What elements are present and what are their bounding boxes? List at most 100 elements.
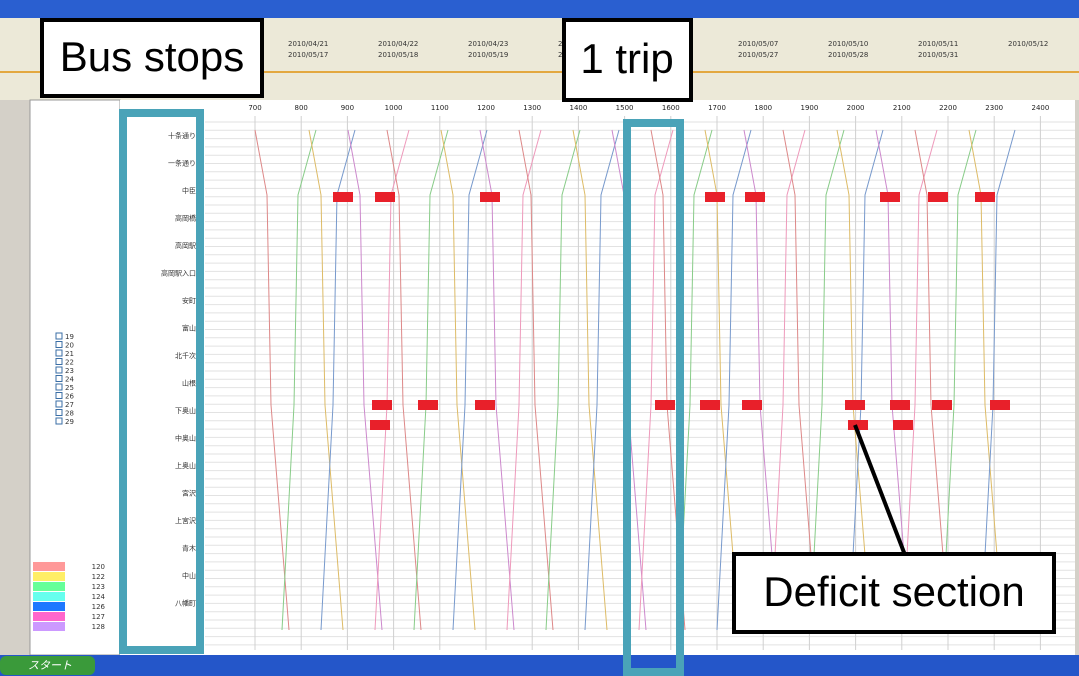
screenshot: 2010/04/212010/04/222010/04/232010/04/26… — [0, 0, 1079, 676]
stop-label: 上奥山 — [175, 461, 196, 470]
title-bar — [0, 0, 1079, 18]
date-label: 2010/05/31 — [918, 51, 958, 59]
route-swatch — [33, 622, 65, 631]
stop-label: 十条通り — [168, 131, 196, 140]
check-label: 27 — [65, 401, 74, 409]
check-label: 22 — [65, 359, 74, 367]
date-label: 2010/05/07 — [738, 40, 778, 48]
time-label: 1500 — [616, 104, 634, 112]
stop-label: 中奥山 — [175, 434, 196, 443]
checkbox — [56, 376, 62, 382]
callout-text: Bus stops — [60, 33, 244, 80]
checkbox — [56, 410, 62, 416]
left-panel — [30, 100, 120, 655]
route-label: 124 — [92, 593, 106, 601]
time-label: 800 — [295, 104, 308, 112]
route-label: 127 — [92, 613, 105, 621]
checkbox — [56, 401, 62, 407]
stop-label: 宮沢 — [182, 489, 196, 498]
time-label: 1100 — [431, 104, 449, 112]
deficit-marker — [742, 400, 762, 410]
time-label: 2400 — [1031, 104, 1049, 112]
check-label: 29 — [65, 418, 74, 426]
page: {"callouts": {"bus_stops": "Bus stops", … — [0, 0, 1079, 676]
stop-label: 高岡駅入口 — [161, 269, 196, 278]
route-swatch — [33, 602, 65, 611]
checkbox — [56, 342, 62, 348]
route-swatch — [33, 572, 65, 581]
route-label: 128 — [92, 623, 105, 631]
time-label: 1900 — [800, 104, 818, 112]
stop-label: 下奥山 — [175, 406, 196, 415]
route-label: 123 — [92, 583, 105, 591]
deficit-marker — [932, 400, 952, 410]
check-label: 19 — [65, 333, 74, 341]
checkbox — [56, 384, 62, 390]
stop-label: 上宮沢 — [175, 516, 196, 525]
stop-label: 中臣 — [182, 186, 196, 195]
time-label: 700 — [248, 104, 261, 112]
deficit-marker — [975, 192, 995, 202]
time-label: 1600 — [662, 104, 680, 112]
checkbox — [56, 333, 62, 339]
time-label: 2300 — [985, 104, 1003, 112]
time-label: 1300 — [523, 104, 541, 112]
check-label: 25 — [65, 384, 74, 392]
date-label: 2010/05/11 — [918, 40, 958, 48]
stop-label: 青木 — [182, 544, 196, 553]
check-label: 21 — [65, 350, 74, 358]
stop-label: 八幡町 — [175, 599, 196, 608]
date-label: 2010/04/21 — [288, 40, 328, 48]
deficit-marker — [655, 400, 675, 410]
start-label: スタート — [28, 659, 72, 672]
deficit-marker — [370, 420, 390, 430]
date-label: 2010/05/27 — [738, 51, 778, 59]
deficit-marker — [990, 400, 1010, 410]
deficit-marker — [475, 400, 495, 410]
time-label: 1200 — [477, 104, 495, 112]
date-label: 2010/04/22 — [378, 40, 418, 48]
time-label: 2100 — [893, 104, 911, 112]
deficit-marker — [928, 192, 948, 202]
deficit-marker — [418, 400, 438, 410]
time-label: 1400 — [569, 104, 587, 112]
stop-label: 高岡橋 — [175, 214, 196, 223]
deficit-marker — [700, 400, 720, 410]
deficit-marker — [372, 400, 392, 410]
deficit-marker — [880, 192, 900, 202]
time-label: 2000 — [847, 104, 865, 112]
stop-label: 一条通り — [168, 159, 196, 168]
deficit-marker — [375, 192, 395, 202]
checkbox — [56, 359, 62, 365]
checkbox — [56, 367, 62, 373]
date-label: 2010/05/17 — [288, 51, 328, 59]
check-label: 20 — [65, 342, 74, 350]
check-label: 28 — [65, 410, 74, 418]
deficit-marker — [480, 192, 500, 202]
time-label: 2200 — [939, 104, 957, 112]
time-label: 900 — [341, 104, 354, 112]
callout-text: Deficit section — [763, 568, 1024, 615]
taskbar — [0, 655, 1079, 676]
deficit-marker — [705, 192, 725, 202]
time-label: 1700 — [708, 104, 726, 112]
checkbox — [56, 350, 62, 356]
time-label: 1800 — [754, 104, 772, 112]
date-label: 2010/05/28 — [828, 51, 868, 59]
checkbox — [56, 418, 62, 424]
route-swatch — [33, 582, 65, 591]
check-label: 24 — [65, 376, 74, 384]
route-label: 120 — [92, 563, 105, 571]
deficit-marker — [890, 400, 910, 410]
stop-label: 富山 — [182, 324, 196, 333]
stop-label: 高岡駅 — [175, 241, 196, 250]
date-label: 2010/05/19 — [468, 51, 508, 59]
date-label: 2010/05/18 — [378, 51, 418, 59]
route-swatch — [33, 562, 65, 571]
deficit-marker — [745, 192, 765, 202]
deficit-marker — [333, 192, 353, 202]
stop-label: 山根 — [182, 379, 196, 388]
date-label: 2010/05/10 — [828, 40, 868, 48]
stop-label: 中山 — [182, 571, 196, 580]
route-swatch — [33, 612, 65, 621]
